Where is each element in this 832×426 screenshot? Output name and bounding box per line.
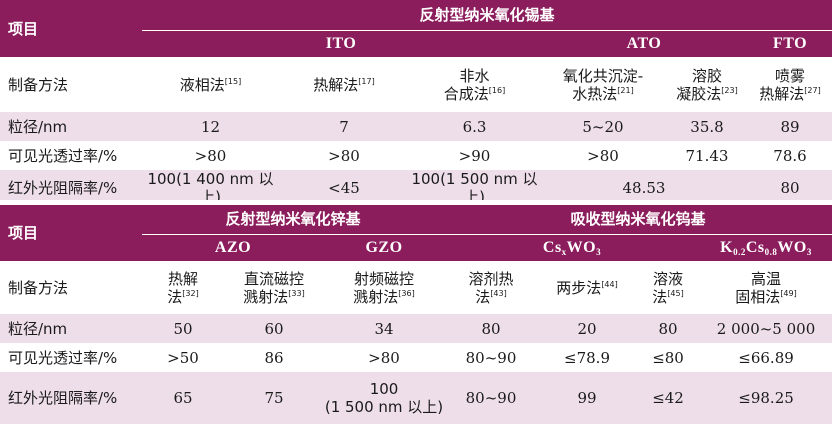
method-cell: 液相法[15]	[142, 57, 279, 112]
row-label-visible: 可见光透过率/%	[0, 141, 142, 170]
visible-cell: 86	[224, 343, 324, 372]
item-header: 项目	[0, 205, 142, 261]
infrared-cell: ≤42	[636, 372, 701, 424]
subgroup-kcswo3: K0.2Cs0.8WO3	[700, 234, 832, 261]
method-row: 制备方法 热解 法[32] 直流磁控 溅射法[33] 射频磁控 溅射法[36] 溶剂热…	[0, 261, 832, 314]
row-label-method: 制备方法	[0, 57, 142, 112]
method-cell: 氧化共沉淀- 水热法[21]	[540, 57, 666, 112]
group-title-zinc: 反射型纳米氧化锌基	[142, 205, 445, 235]
tin-oxide-table: 项目 反射型纳米氧化锡基 ITO ATO FTO 制备方法 液相法[15] 热解…	[0, 0, 832, 206]
row-label-method: 制备方法	[0, 261, 142, 314]
subgroup-csxwo3: CsxWO3	[444, 234, 701, 261]
subgroup-ato: ATO	[540, 30, 748, 57]
particle-cell: 12	[142, 112, 279, 141]
method-cell: 热解法[17]	[279, 57, 409, 112]
subgroup-azo: AZO	[142, 234, 324, 261]
particle-cell: 7	[279, 112, 409, 141]
particle-cell: 6.3	[409, 112, 540, 141]
row-label-particle: 粒径/nm	[0, 314, 142, 343]
visible-cell: >90	[409, 141, 540, 170]
visible-cell: 71.43	[666, 141, 748, 170]
particle-cell: 2 000~5 000	[700, 314, 832, 343]
zinc-tungsten-table: 项目 反射型纳米氧化锌基 吸收型纳米氧化钨基 AZO GZO CsxWO3 K0…	[0, 205, 832, 424]
particle-cell: 5~20	[540, 112, 666, 141]
particle-cell: 89	[748, 112, 832, 141]
row-label-visible: 可见光透过率/%	[0, 343, 142, 372]
infrared-cell: 80~90	[444, 372, 539, 424]
method-cell: 溶液 法[45]	[636, 261, 701, 314]
particle-cell: 80	[444, 314, 539, 343]
row-label-infrared: 红外光阻隔率/%	[0, 372, 142, 424]
infrared-cell: ≤98.25	[700, 372, 832, 424]
particle-cell: 80	[636, 314, 701, 343]
infrared-row: 红外光阻隔率/% 65 75 100 (1 500 nm 以上) 80~90 99…	[0, 372, 832, 424]
particle-cell: 60	[224, 314, 324, 343]
method-cell: 溶剂热 法[43]	[444, 261, 539, 314]
visible-row: 可见光透过率/% >80 >80 >90 >80 71.43 78.6	[0, 141, 832, 170]
visible-cell: 80~90	[444, 343, 539, 372]
visible-cell: >80	[540, 141, 666, 170]
visible-cell: >50	[142, 343, 224, 372]
method-cell: 射频磁控 溅射法[36]	[324, 261, 445, 314]
particle-cell: 35.8	[666, 112, 748, 141]
group-title-tungsten: 吸收型纳米氧化钨基	[444, 205, 832, 235]
subgroup-fto: FTO	[748, 30, 832, 57]
infrared-cell: 99	[538, 372, 637, 424]
item-header: 项目	[0, 0, 142, 57]
table-divider	[0, 200, 832, 205]
infrared-cell: 65	[142, 372, 224, 424]
subgroup-ito: ITO	[142, 30, 540, 57]
infrared-cell: 75	[224, 372, 324, 424]
visible-cell: 78.6	[748, 141, 832, 170]
infrared-cell: 100(1 500 nm 以上)	[324, 372, 445, 424]
particle-cell: 20	[538, 314, 637, 343]
particle-row: 粒径/nm 12 7 6.3 5~20 35.8 89	[0, 112, 832, 141]
method-cell: 喷雾 热解法[27]	[748, 57, 832, 112]
method-cell: 高温 固相法[49]	[700, 261, 832, 314]
visible-cell: ≤78.9	[538, 343, 637, 372]
method-row: 制备方法 液相法[15] 热解法[17] 非水 合成法[16] 氧化共沉淀- 水热法…	[0, 57, 832, 112]
visible-cell: >80	[324, 343, 445, 372]
group-title-tin: 反射型纳米氧化锡基	[142, 0, 832, 31]
particle-row: 粒径/nm 50 60 34 80 20 80 2 000~5 000	[0, 314, 832, 343]
method-cell: 非水 合成法[16]	[409, 57, 540, 112]
particle-cell: 50	[142, 314, 224, 343]
method-cell: 两步法[44]	[538, 261, 637, 314]
row-label-particle: 粒径/nm	[0, 112, 142, 141]
method-cell: 热解 法[32]	[142, 261, 224, 314]
visible-cell: >80	[279, 141, 409, 170]
method-cell: 溶胶 凝胶法[23]	[666, 57, 748, 112]
method-cell: 直流磁控 溅射法[33]	[224, 261, 324, 314]
visible-cell: ≤80	[636, 343, 701, 372]
subgroup-gzo: GZO	[324, 234, 445, 261]
particle-cell: 34	[324, 314, 445, 343]
visible-cell: ≤66.89	[700, 343, 832, 372]
visible-row: 可见光透过率/% >50 86 >80 80~90 ≤78.9 ≤80 ≤66.…	[0, 343, 832, 372]
visible-cell: >80	[142, 141, 279, 170]
